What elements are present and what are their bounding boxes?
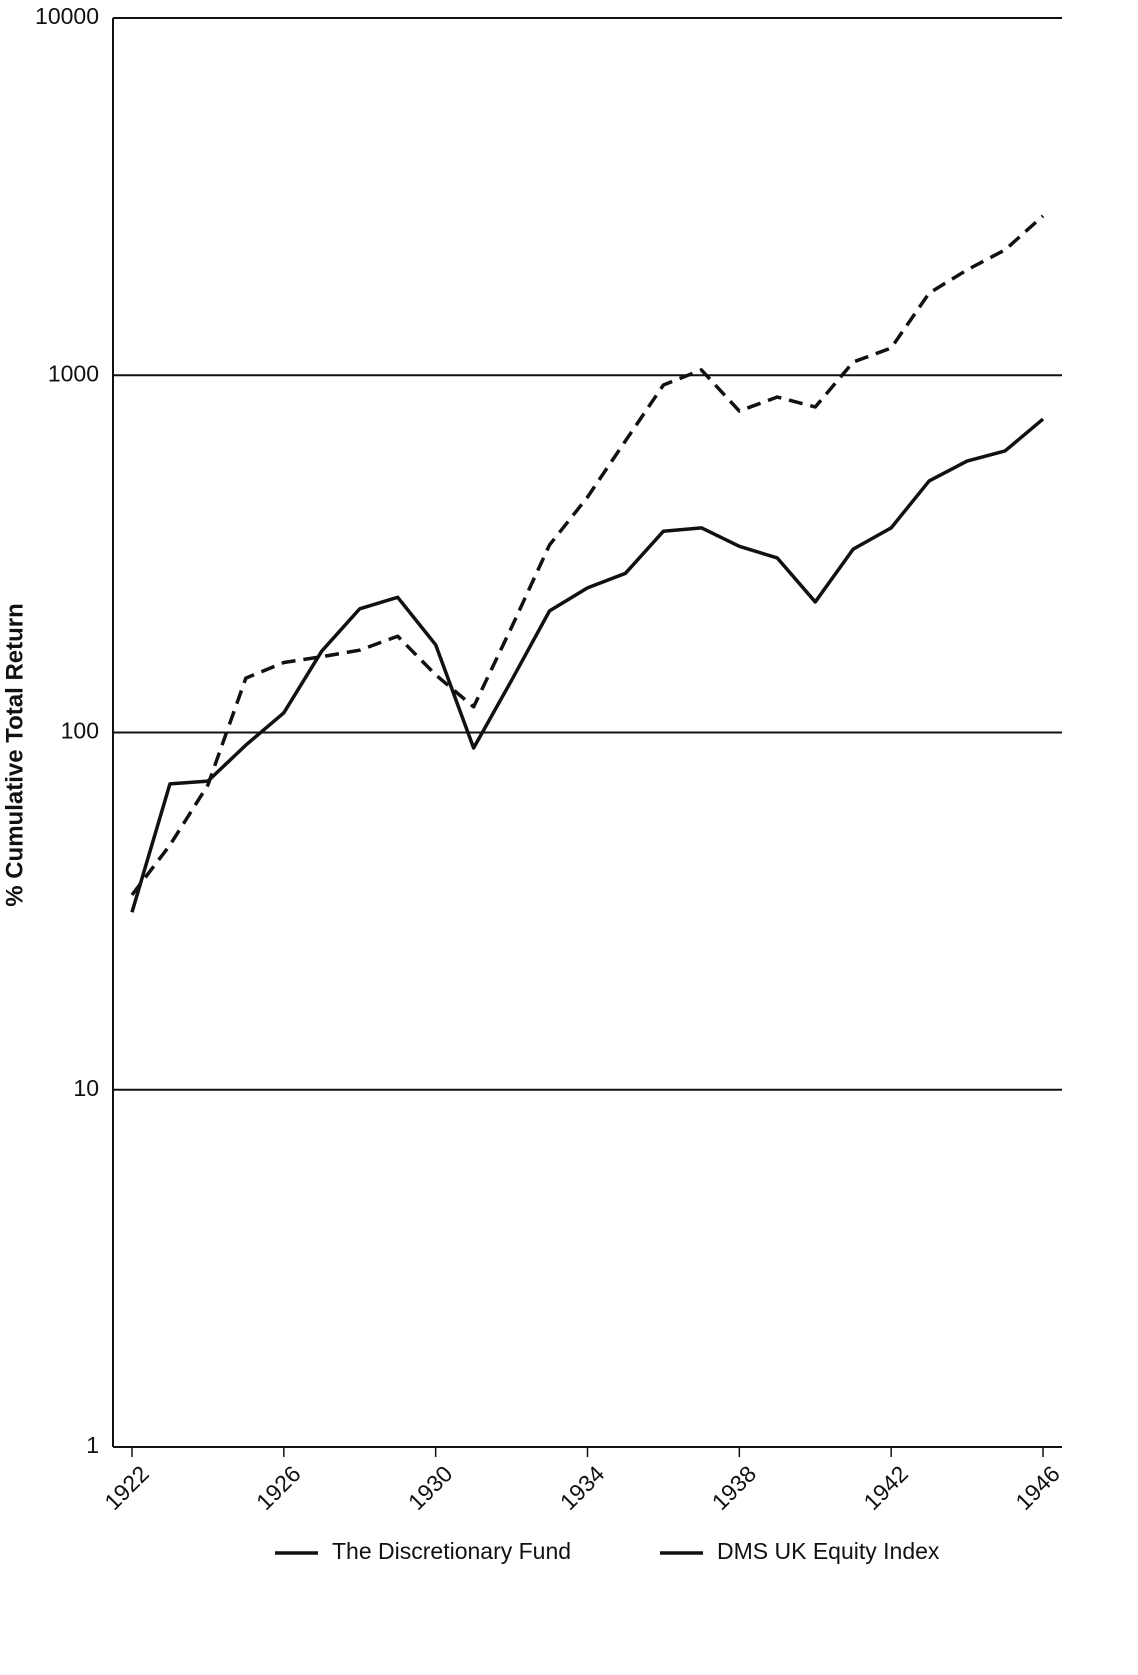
x-tick-label: 1938 (707, 1460, 762, 1515)
x-tick-label: 1942 (858, 1460, 913, 1515)
x-tick-label: 1926 (251, 1460, 306, 1515)
x-tick-label: 1922 (99, 1460, 154, 1515)
y-tick-label: 10000 (35, 3, 99, 29)
y-axis-title: % Cumulative Total Return (1, 603, 28, 907)
y-tick-label: 10 (73, 1075, 99, 1101)
y-tick-label: 100 (61, 718, 99, 744)
x-tick-label: 1946 (1010, 1460, 1065, 1515)
x-tick-label: 1930 (403, 1460, 458, 1515)
y-tick-label: 1 (86, 1432, 99, 1458)
legend-label: The Discretionary Fund (332, 1538, 571, 1564)
y-tick-label: 1000 (48, 360, 99, 386)
x-tick-label: 1934 (555, 1460, 610, 1515)
data-line (130, 417, 1045, 913)
data-line (130, 214, 1045, 896)
legend-label: DMS UK Equity Index (717, 1538, 940, 1564)
